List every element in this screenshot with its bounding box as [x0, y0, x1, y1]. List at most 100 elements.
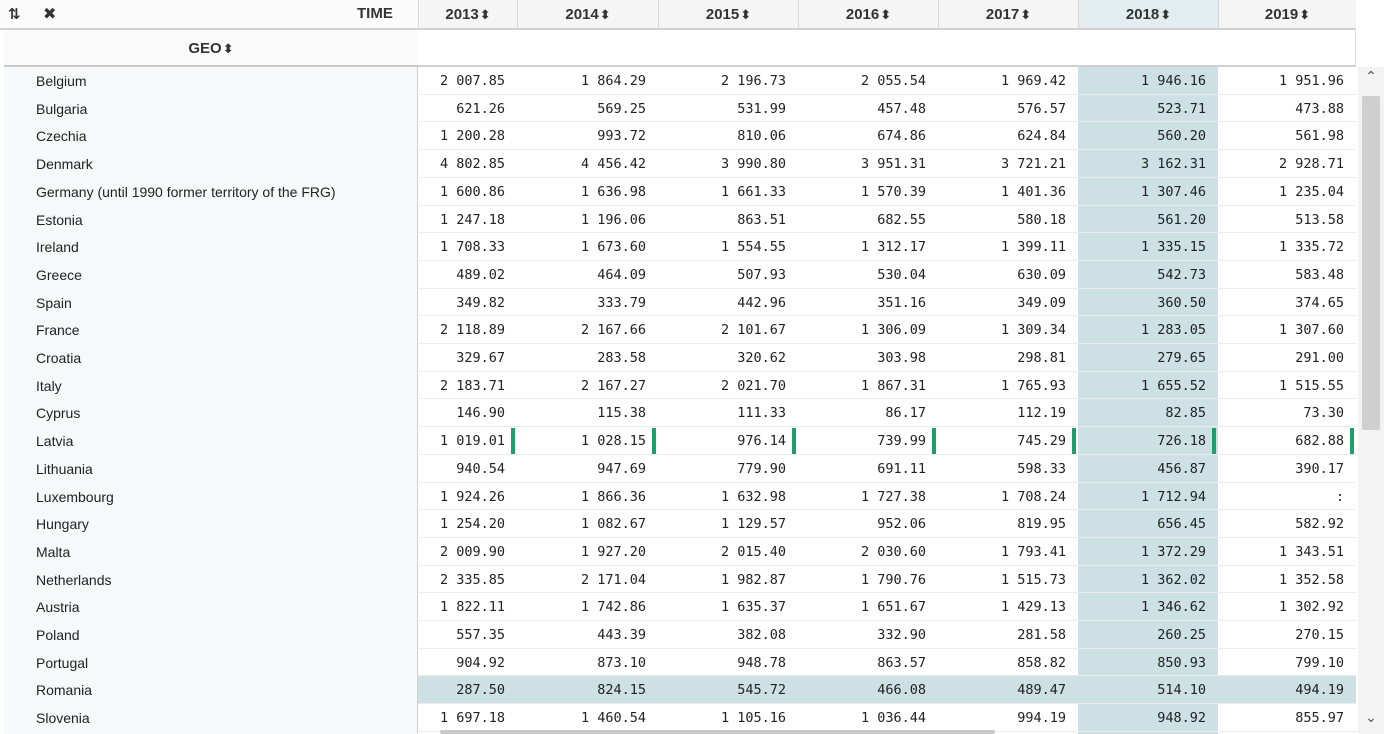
table-cell[interactable]: 303.98 [877, 350, 926, 366]
table-cell[interactable]: 2 183.71 [439, 377, 505, 394]
geo-row-label[interactable]: Austria [36, 599, 80, 616]
table-cell[interactable]: 382.08 [737, 627, 786, 643]
table-cell[interactable]: 1 864.29 [580, 73, 646, 89]
table-cell[interactable]: 1 924.26 [439, 488, 505, 505]
table-cell[interactable]: 904.92 [456, 654, 505, 671]
table-cell[interactable]: 850.93 [1157, 654, 1206, 671]
table-cell[interactable]: 1 554.55 [720, 239, 786, 256]
geo-row-label[interactable]: Lithuania [36, 460, 93, 477]
table-cell[interactable]: 994.19 [1017, 710, 1066, 727]
geo-row-label[interactable]: Poland [36, 627, 80, 643]
table-cell[interactable]: 560.20 [1157, 128, 1206, 145]
table-cell[interactable]: 873.10 [597, 654, 646, 671]
geo-row-label[interactable]: Luxembourg [36, 488, 114, 505]
table-cell[interactable]: 1 312.17 [860, 239, 926, 256]
table-cell[interactable]: 1 352.58 [1278, 571, 1344, 588]
table-cell[interactable]: 819.95 [1017, 516, 1066, 533]
table-cell[interactable]: 513.58 [1295, 211, 1344, 228]
year-header-2018[interactable]: 2018⬍ [1078, 0, 1218, 30]
table-cell[interactable]: 531.99 [737, 100, 786, 117]
table-cell[interactable]: 1 632.98 [720, 488, 786, 505]
table-cell[interactable]: 1 969.42 [1000, 73, 1066, 89]
table-cell[interactable]: 542.73 [1157, 266, 1206, 283]
table-cell[interactable]: 349.09 [1017, 294, 1066, 311]
table-cell[interactable]: 1 822.11 [439, 599, 505, 616]
table-cell[interactable]: 976.14 [737, 433, 786, 450]
table-cell[interactable]: 1 082.67 [580, 516, 646, 533]
table-cell[interactable]: 1 254.20 [439, 516, 505, 533]
table-cell[interactable]: 260.25 [1157, 627, 1206, 643]
table-cell[interactable]: 948.92 [1157, 710, 1206, 727]
table-cell[interactable]: 1 765.93 [1000, 377, 1066, 394]
table-cell[interactable]: 1 399.11 [1000, 239, 1066, 256]
table-cell[interactable]: 1 515.55 [1278, 377, 1344, 394]
table-cell[interactable]: 456.87 [1157, 460, 1206, 477]
table-cell[interactable]: 545.72 [737, 682, 786, 699]
table-cell[interactable]: 2 015.40 [720, 543, 786, 560]
table-cell[interactable]: 489.02 [456, 266, 505, 283]
table-cell[interactable]: 1 982.87 [720, 571, 786, 588]
table-cell[interactable]: 1 247.18 [439, 211, 505, 228]
table-cell[interactable]: 349.82 [456, 294, 505, 311]
table-cell[interactable]: 3 721.21 [1000, 156, 1066, 173]
table-cell[interactable]: 86.17 [885, 405, 926, 422]
table-cell[interactable]: 489.47 [1017, 682, 1066, 699]
table-cell[interactable]: 329.67 [456, 350, 505, 366]
table-cell[interactable]: 952.06 [877, 516, 926, 533]
table-cell[interactable]: 1 600.86 [439, 183, 505, 200]
table-cell[interactable]: 2 009.90 [439, 543, 505, 560]
table-cell[interactable]: 1 946.16 [1140, 73, 1206, 89]
table-cell[interactable]: 1 309.34 [1000, 322, 1066, 339]
year-header-2014[interactable]: 2014⬍ [517, 0, 658, 30]
table-cell[interactable]: 1 708.24 [1000, 488, 1066, 505]
geo-column-header[interactable]: GEO⬍ [4, 31, 418, 67]
swap-axes-icon[interactable]: ⇅ [8, 6, 21, 23]
table-cell[interactable]: 1 346.62 [1140, 599, 1206, 616]
table-cell[interactable]: 111.33 [737, 405, 786, 422]
table-cell[interactable]: 1 673.60 [580, 239, 646, 256]
table-cell[interactable]: 682.88 [1295, 433, 1344, 450]
table-cell[interactable]: 333.79 [597, 294, 646, 311]
geo-row-label[interactable]: Czechia [36, 128, 87, 145]
sort-arrow-icon[interactable]: ⬍ [740, 7, 752, 22]
table-cell[interactable]: 948.78 [737, 654, 786, 671]
table-cell[interactable]: 146.90 [456, 405, 505, 422]
table-cell[interactable]: 1 712.94 [1140, 488, 1206, 505]
table-cell[interactable]: 443.39 [597, 627, 646, 643]
geo-row-label[interactable]: France [36, 322, 80, 339]
sort-arrow-icon[interactable]: ⬍ [479, 7, 491, 22]
table-cell[interactable]: 561.20 [1157, 211, 1206, 228]
table-cell[interactable]: 1 372.29 [1140, 543, 1206, 560]
table-cell[interactable]: 523.71 [1157, 100, 1206, 117]
sort-arrow-icon[interactable]: ⬍ [1020, 7, 1032, 22]
table-cell[interactable]: 1 200.28 [439, 128, 505, 145]
table-cell[interactable]: 1 661.33 [720, 183, 786, 200]
table-cell[interactable]: 576.57 [1017, 100, 1066, 117]
table-cell[interactable]: 1 196.06 [580, 211, 646, 228]
table-cell[interactable]: 1 742.86 [580, 599, 646, 616]
table-cell[interactable]: 863.57 [877, 654, 926, 671]
scroll-up-icon[interactable]: ⌃ [1365, 68, 1377, 84]
table-cell[interactable]: 1 335.15 [1140, 239, 1206, 256]
table-cell[interactable]: 561.98 [1295, 128, 1344, 145]
geo-row-label[interactable]: Romania [36, 682, 93, 699]
table-cell[interactable]: 2 021.70 [720, 377, 786, 394]
year-header-2017[interactable]: 2017⬍ [938, 0, 1078, 30]
table-cell[interactable]: 799.10 [1295, 654, 1344, 671]
sort-arrow-icon[interactable]: ⬍ [222, 41, 234, 56]
table-cell[interactable]: 2 030.60 [860, 543, 926, 560]
scroll-down-icon[interactable]: ⌄ [1365, 709, 1377, 725]
table-cell[interactable]: 1 655.52 [1140, 377, 1206, 394]
table-cell[interactable]: 569.25 [597, 100, 646, 117]
table-cell[interactable]: 582.92 [1295, 516, 1344, 533]
geo-row-label[interactable]: Italy [36, 377, 62, 394]
table-cell[interactable]: 3 162.31 [1140, 156, 1206, 173]
table-cell[interactable]: 1 793.41 [1000, 543, 1066, 560]
table-cell[interactable]: 457.48 [877, 100, 926, 117]
table-cell[interactable]: 1 307.46 [1140, 183, 1206, 200]
table-cell[interactable]: 863.51 [737, 211, 786, 228]
table-cell[interactable]: 4 802.85 [439, 156, 505, 173]
table-cell[interactable]: 464.09 [597, 266, 646, 283]
table-cell[interactable]: 1 019.01 [439, 433, 505, 450]
table-cell[interactable]: 1 708.33 [439, 239, 505, 256]
